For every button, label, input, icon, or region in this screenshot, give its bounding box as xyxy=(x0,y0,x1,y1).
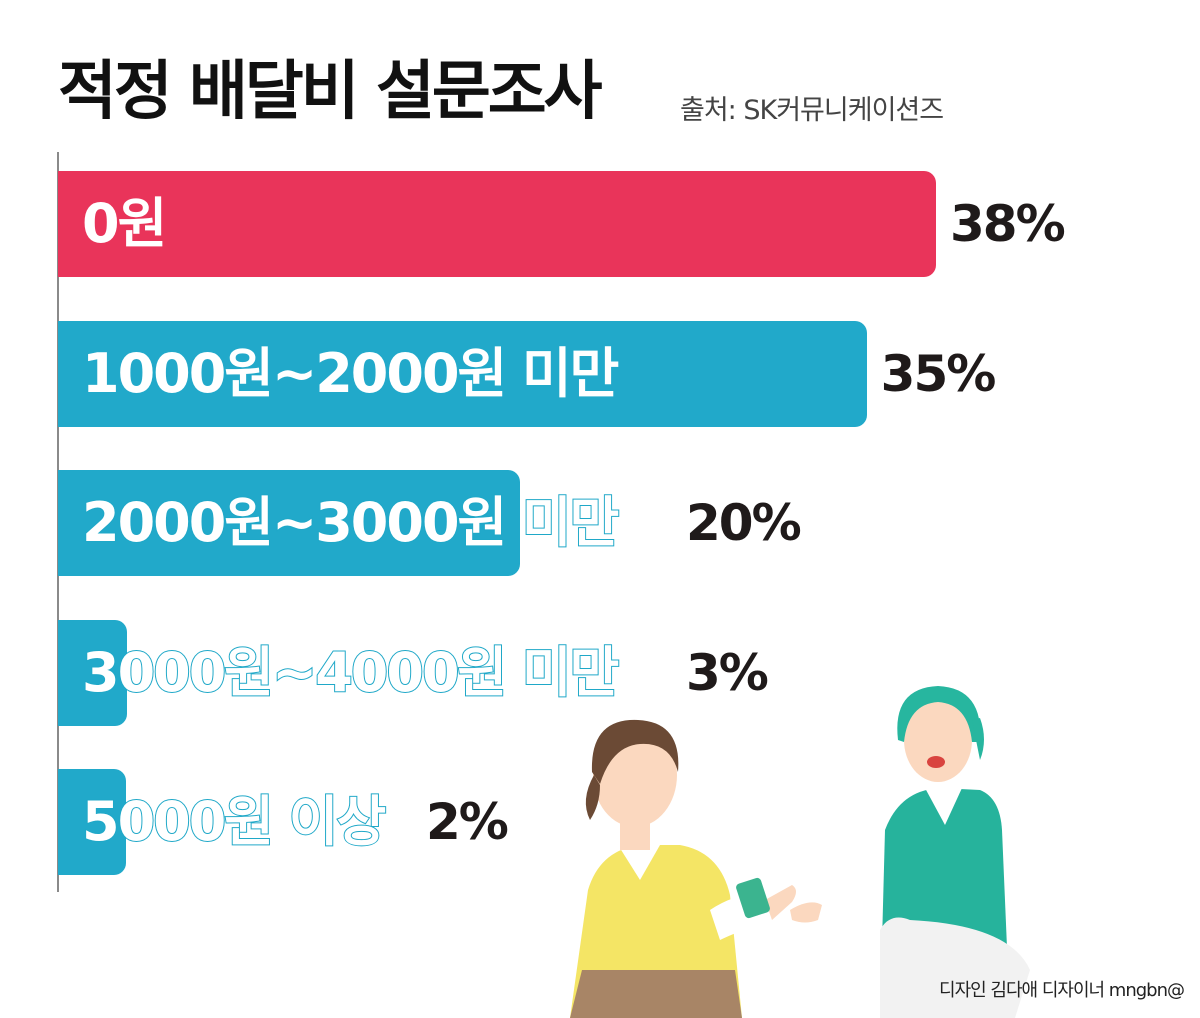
value-label-4: 3% xyxy=(686,643,769,702)
category-label-5: 5000원 이상 xyxy=(81,789,387,854)
category-label-2: 1000원~2000원 미만 xyxy=(82,341,619,405)
chart-title: 적정 배달비 설문조사 xyxy=(58,55,602,129)
customer-figure-icon xyxy=(570,719,796,1018)
bar-2 xyxy=(58,320,867,427)
value-label-1: 38% xyxy=(950,195,1066,253)
bar-4 xyxy=(58,619,128,726)
bar-3 xyxy=(58,470,521,576)
category-label-3: 2000원~3000원 미만 xyxy=(81,490,620,555)
image-credit: 디자인 김다애 디자이너 mngbn@ xyxy=(939,980,1185,1001)
chart-source: 출처: SK커뮤니케이션즈 xyxy=(680,95,944,126)
category-label-4: 3000원~4000원 미만 xyxy=(81,640,620,705)
value-label-2: 35% xyxy=(880,344,997,403)
bar-1 xyxy=(58,171,936,277)
delivery-illustration xyxy=(570,686,1030,1018)
value-label-5: 2% xyxy=(426,793,509,851)
courier-figure-icon xyxy=(790,686,1030,1018)
bar-5 xyxy=(58,769,126,875)
value-label-3: 20% xyxy=(686,494,802,552)
category-label-1: 0원 xyxy=(82,192,167,255)
